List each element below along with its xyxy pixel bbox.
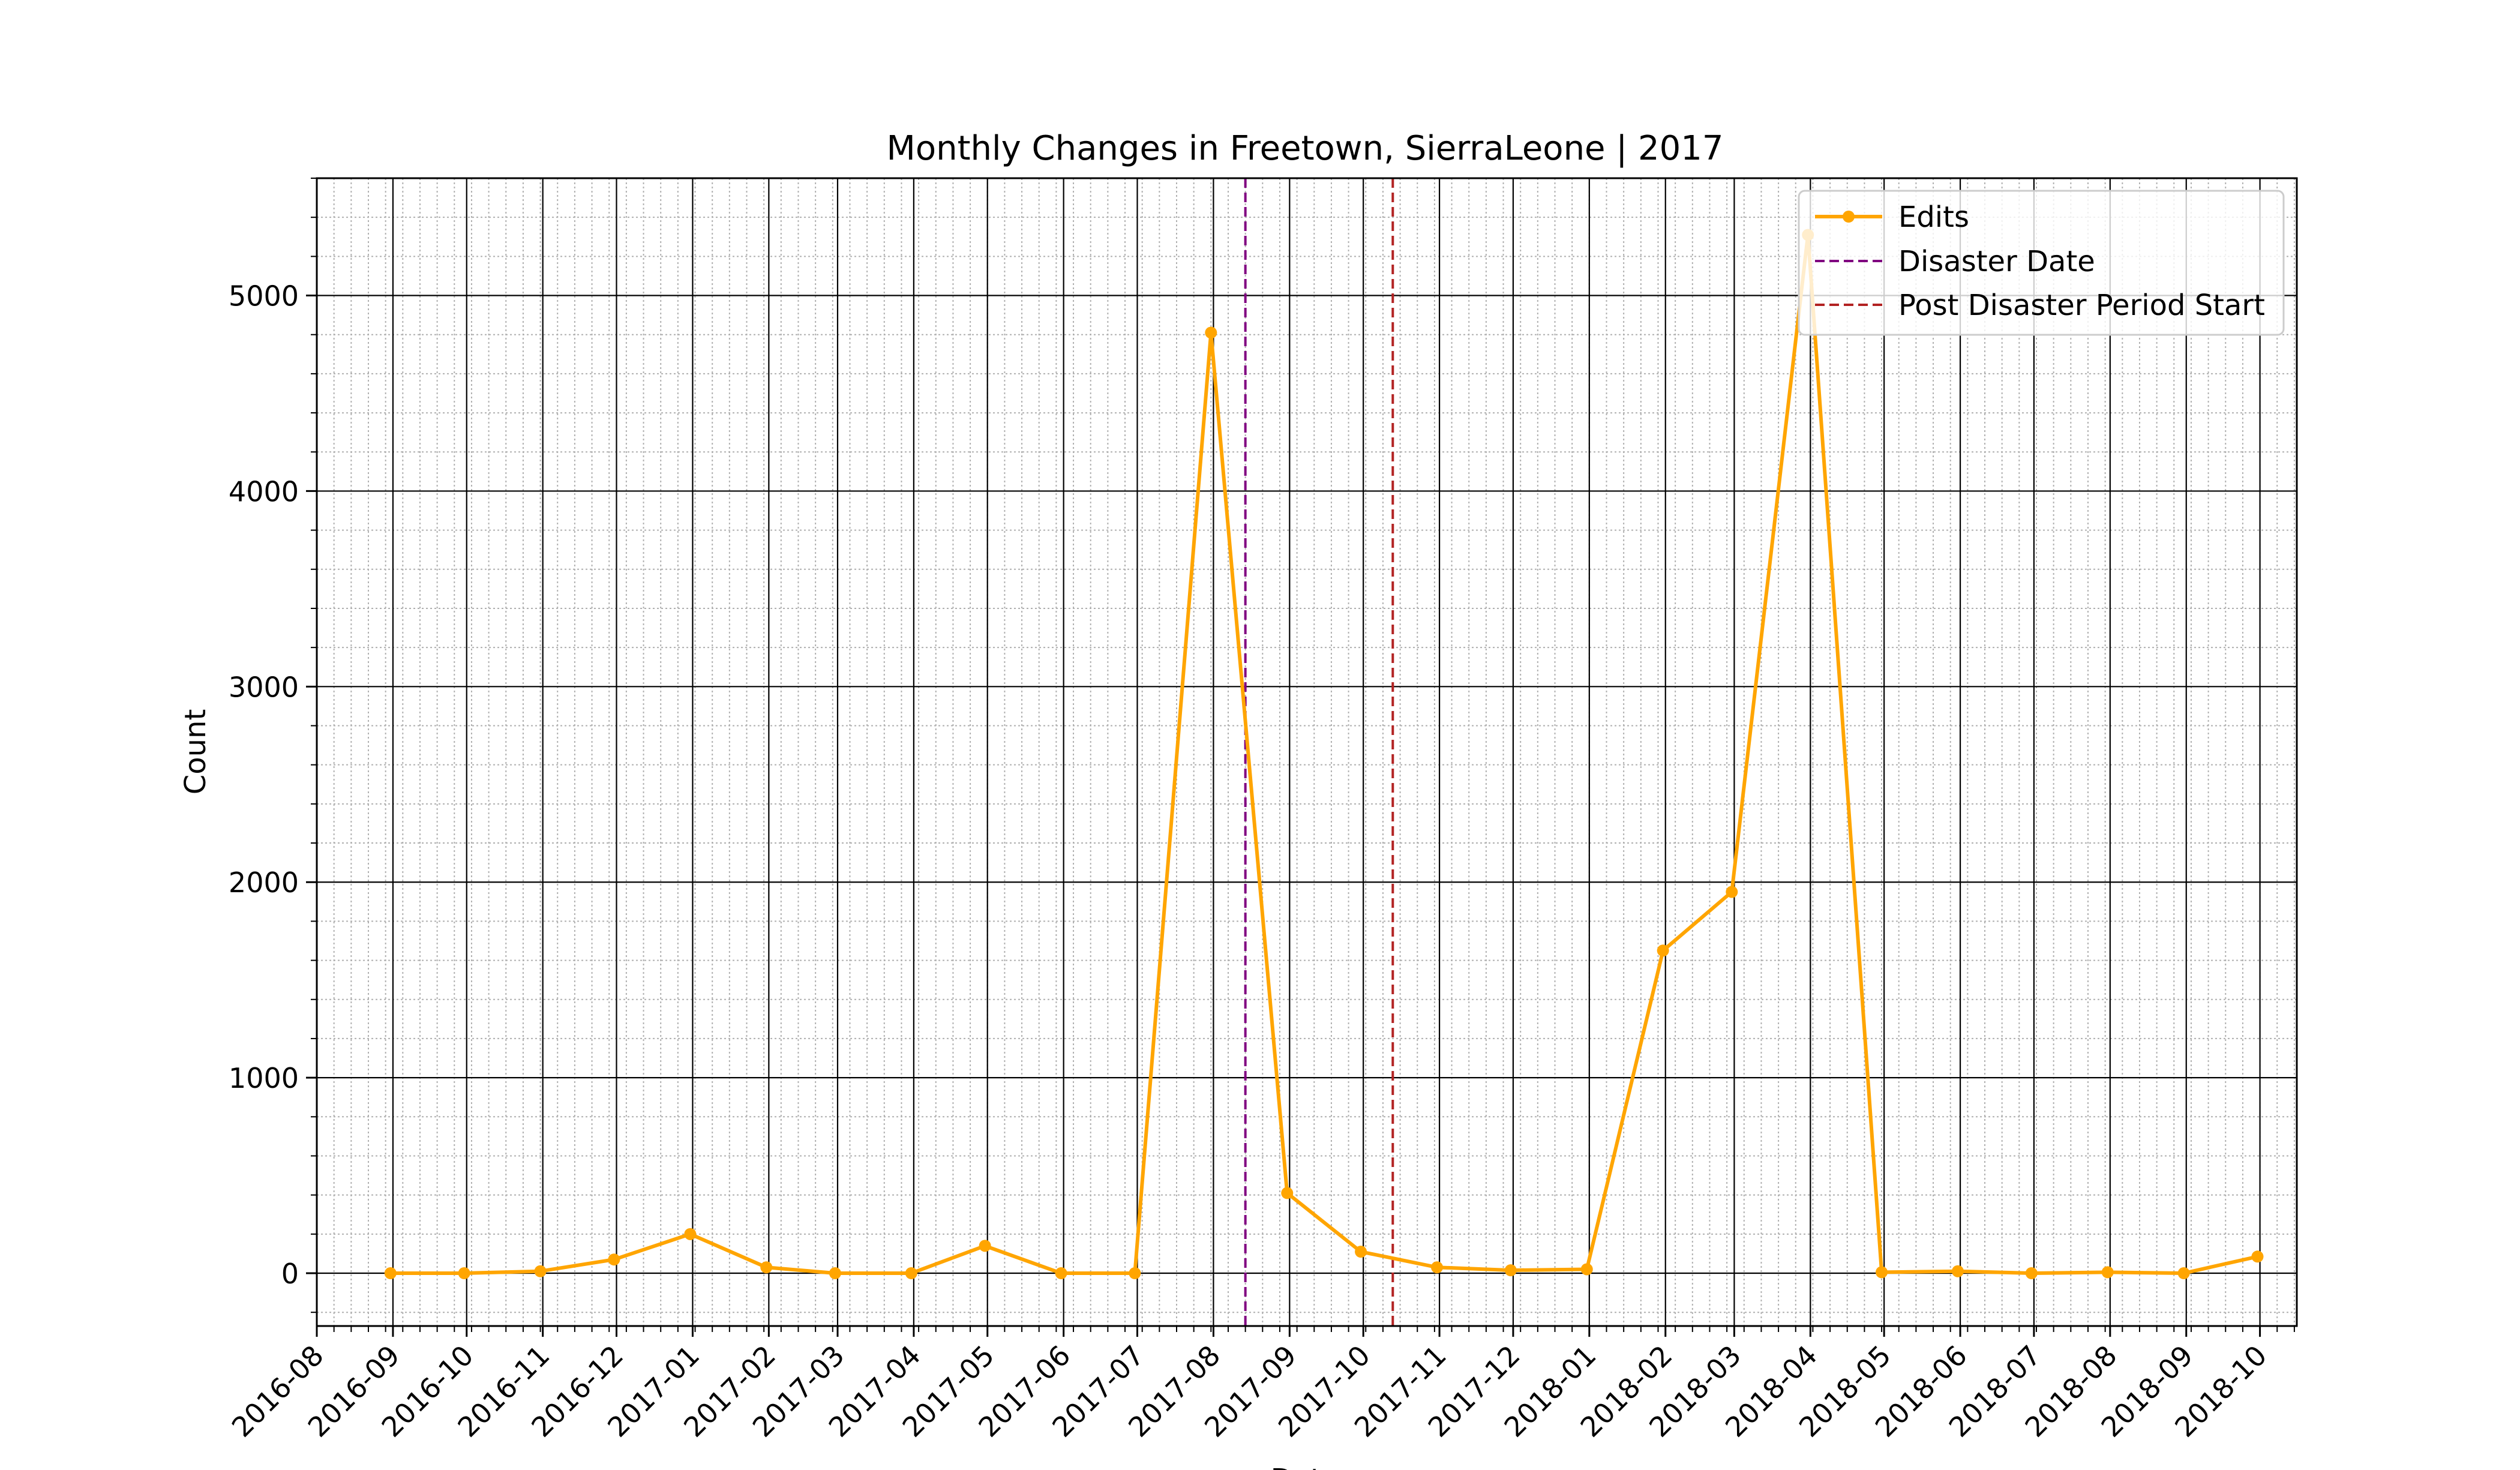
edits-point: [2251, 1250, 2264, 1263]
legend-box: [1798, 190, 2285, 336]
edits-point: [979, 1240, 991, 1252]
y-tick-label: 0: [281, 1258, 299, 1290]
chart-title: Monthly Changes in Freetown, SierraLeone…: [887, 129, 1724, 168]
data-series: [384, 229, 2264, 1280]
legend-edits-marker: [1843, 211, 1855, 223]
edits-point: [1205, 326, 1217, 339]
edits-point: [608, 1253, 620, 1266]
edits-point: [2177, 1267, 2190, 1280]
edits-point: [1355, 1246, 1367, 1258]
edits-point: [1726, 886, 1738, 898]
edits-point: [1951, 1265, 1964, 1277]
edits-point: [760, 1261, 773, 1274]
edits-point: [1657, 944, 1669, 957]
edits-point: [2101, 1266, 2114, 1279]
edits-point: [1504, 1264, 1517, 1277]
grid-minor: [316, 178, 2297, 1326]
vlines: [1244, 178, 1394, 1326]
edits-point: [1055, 1267, 1067, 1280]
y-tick-labels: 0 1000 2000 3000 4000 5000: [229, 280, 299, 1290]
edits-point: [684, 1228, 697, 1240]
edits-point: [458, 1267, 470, 1280]
ticks: [306, 178, 2295, 1337]
legend-disaster-label: Disaster Date: [1898, 245, 2095, 278]
y-tick-label: 4000: [229, 475, 299, 508]
legend-post-disaster-label: Post Disaster Period Start: [1898, 289, 2265, 322]
x-tick-labels: 2016-082016-092016-102016-112016-122017-…: [226, 1339, 2273, 1444]
y-tick-label: 5000: [229, 280, 299, 313]
edits-point: [2025, 1267, 2038, 1280]
edits-point: [1430, 1261, 1443, 1274]
y-tick-label: 2000: [229, 866, 299, 899]
y-tick-label: 3000: [229, 671, 299, 703]
plot-frame: [316, 177, 2298, 1327]
x-axis-label: Date: [1271, 1463, 1340, 1470]
edits-point: [1129, 1267, 1141, 1280]
edits-point: [1281, 1187, 1294, 1199]
legend-edits-label: Edits: [1898, 200, 1969, 234]
y-tick-label: 1000: [229, 1062, 299, 1094]
edits-point: [1580, 1263, 1593, 1276]
edits-point: [384, 1267, 397, 1280]
legend: Edits Disaster Date Post Disaster Period…: [1798, 190, 2285, 336]
edits-line: [390, 233, 2258, 1275]
edits-point: [534, 1265, 547, 1277]
grid-major: [316, 178, 2297, 1326]
y-axis-label: Count: [179, 709, 212, 795]
edits-point: [1876, 1266, 1888, 1279]
edits-point: [829, 1267, 841, 1280]
edits-point: [905, 1267, 917, 1280]
